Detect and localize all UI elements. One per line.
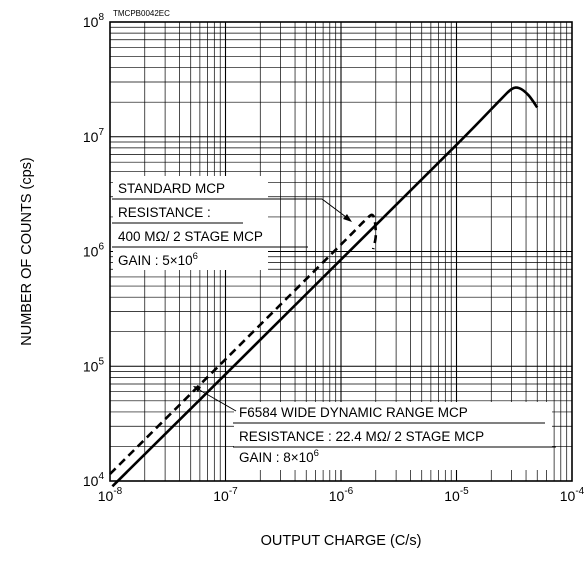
x-tick-label: 10-7 [213, 486, 238, 504]
y-tick-label: 106 [83, 242, 105, 260]
annotation-line: RESISTANCE : 22.4 MΩ/ 2 STAGE MCP [239, 429, 484, 444]
annotation-line: STANDARD MCP [118, 181, 225, 196]
y-axis-label: NUMBER OF COUNTS (cps) [19, 157, 35, 346]
x-tick-labels: 10-8 10-7 10-6 10-5 10-4 [98, 486, 585, 504]
annotation-line: F6584 WIDE DYNAMIC RANGE MCP [239, 405, 468, 420]
standard-leader-line [278, 198, 351, 221]
x-tick-label: 10-6 [329, 486, 354, 504]
x-tick-label: 10-5 [444, 486, 469, 504]
annotation-line: RESISTANCE : [118, 205, 211, 220]
y-tick-label: 105 [83, 356, 105, 374]
plot-frame [109, 21, 573, 482]
y-tick-label: 107 [83, 127, 105, 145]
annotation-line: GAIN : 5×106 [118, 251, 198, 268]
y-tick-label: 104 [83, 471, 105, 489]
figure-code: TMCPB0042EC [113, 9, 170, 18]
x-axis-label: OUTPUT CHARGE (C/s) [261, 533, 422, 549]
f6584-leader-line [195, 387, 237, 412]
annotation-line: GAIN : 8×106 [239, 448, 319, 465]
y-tick-labels: 104 105 106 107 108 [83, 12, 105, 489]
f6584-series-line [111, 86, 539, 488]
f6584-leader-arrow [193, 386, 201, 392]
x-tick-label: 10-4 [560, 486, 585, 504]
standard-leader-arrow [343, 214, 352, 222]
f6584-annotation-bg [234, 402, 552, 470]
x-tick-label: 10-8 [98, 486, 123, 504]
y-tick-label: 108 [83, 12, 105, 30]
series-layer [109, 86, 539, 488]
annotation-line: 400 MΩ/ 2 STAGE MCP [118, 229, 263, 244]
standard-mcp-series-line [109, 213, 378, 475]
annotations: STANDARD MCP RESISTANCE : 400 MΩ/ 2 STAGE … [112, 176, 556, 470]
